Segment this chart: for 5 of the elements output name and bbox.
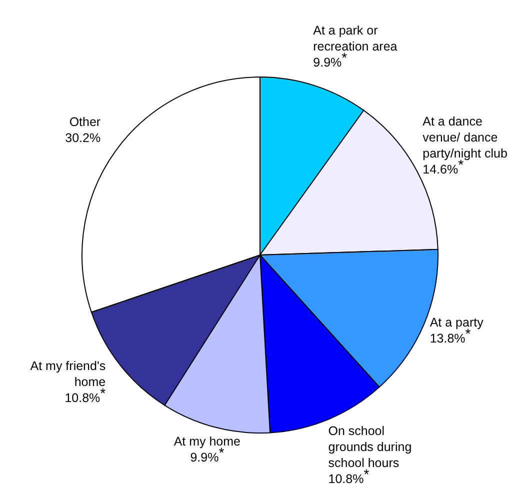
slice-label: Other [69, 114, 101, 129]
slice-label: At a park or recreation area [313, 23, 398, 54]
slice-label: On school grounds during school hours [328, 424, 412, 470]
slice-label: At my friend's home [30, 359, 106, 390]
data-label: 30.2% [65, 130, 101, 145]
